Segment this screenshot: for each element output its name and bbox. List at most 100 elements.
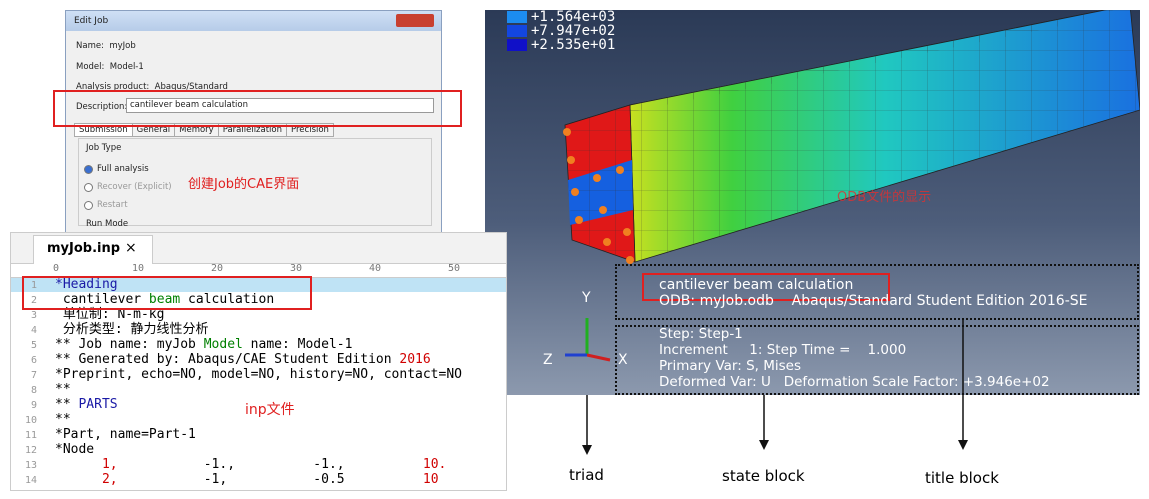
callout-label: triad (569, 466, 604, 484)
code-line: 11 *Part, name=Part-1 (11, 427, 462, 442)
radio-label: Restart (97, 200, 128, 210)
code-line: 4 分析类型: 静力线性分析 (11, 322, 462, 337)
code-token: 分析类型: 静力线性分析 (55, 322, 209, 337)
line-number: 8 (30, 385, 37, 396)
job-type-group (78, 138, 432, 226)
viewport: +1.564e+03 +7.947e+02 +2.535e+01 cantileve… (485, 10, 1140, 395)
legend-label: +1.564e+03 (531, 10, 616, 25)
code-line: 10 ** (11, 412, 462, 427)
code-token: calculation (180, 292, 275, 307)
ruler-label: 50 (448, 263, 461, 274)
line-number: 5 (30, 340, 37, 351)
legend-label: +7.947e+02 (531, 23, 616, 39)
ruler-label: 0 (53, 263, 60, 274)
group-label: Run Mode (86, 219, 129, 229)
editor: myJob.inp × 0 10 20 30 40 50 1 *Heading 2 canti… (10, 232, 507, 491)
beam-graphic (563, 10, 1140, 362)
field: Analysis product: Abaqus/Standard (76, 82, 228, 92)
state-line: Increment 1: Step Time = 1.000 (659, 342, 907, 358)
code-token: ** (55, 397, 79, 412)
line-number: 13 (24, 460, 37, 471)
current-line (11, 278, 506, 292)
code-token: ** (55, 412, 71, 427)
triad-label: Z (543, 352, 553, 368)
title-line: ODB: myJob.odb Abaqus/Standard Student E… (659, 293, 1088, 309)
legend: +1.564e+03 +7.947e+02 +2.535e+01 (507, 10, 615, 52)
state-block: Step: Step-1 Increment 1: Step Time = 1.0… (659, 326, 1050, 390)
field: Name: myJob (76, 41, 136, 51)
line-number: 7 (30, 370, 37, 381)
close-button[interactable] (396, 14, 434, 27)
code-token: ** Generated by: Abaqus/CAE Student Edit… (55, 352, 400, 367)
code-token: *Heading (55, 277, 118, 292)
code-line: 6 ** Generated by: Abaqus/CAE Student Edi… (11, 352, 462, 367)
line-number: 10 (24, 415, 37, 426)
legend-swatch (507, 11, 527, 23)
state-line: Step: Step-1 (659, 326, 743, 342)
line-number: 12 (24, 445, 37, 456)
code-line: 2 cantilever beam calculation (11, 292, 462, 307)
triad-label: X (618, 352, 628, 368)
radio-option[interactable]: Full analysis (84, 160, 172, 178)
highlight-box (53, 90, 462, 127)
code-token: 2016 (399, 352, 431, 367)
code-line: 1 *Heading (11, 277, 462, 292)
code: 1 *Heading 2 cantilever beam calculation 3 … (11, 277, 462, 487)
legend-swatch (507, 25, 527, 37)
radio (84, 200, 93, 210)
radio-label: Recover (Explicit) (97, 182, 172, 192)
legend-row: +1.564e+03 (507, 10, 615, 24)
code-token: 10. (344, 457, 447, 472)
code-token: 10 (344, 472, 439, 487)
ruler-label: 10 (132, 263, 145, 274)
title-block-frame (615, 264, 1139, 320)
code-line: 8 ** (11, 382, 462, 397)
line-number: 6 (30, 355, 37, 366)
callout-label: title block (925, 469, 999, 487)
line-number: 2 (30, 295, 37, 306)
title-bar (66, 11, 441, 31)
annotation: inp文件 (245, 402, 295, 418)
line-number: 1 (30, 280, 37, 291)
radio-option[interactable]: Restart (84, 196, 172, 214)
code-line: 14 2, -1, -0.5 10 (11, 472, 462, 487)
code-line: 13 1, -1., -1., 10. (11, 457, 462, 472)
radio (84, 164, 93, 174)
legend-row: +2.535e+01 (507, 38, 615, 52)
annotation: ODB文件的显示 (837, 190, 932, 205)
state-line: Deformed Var: U Deformation Scale Factor… (659, 374, 1050, 390)
line-number: 9 (30, 400, 37, 411)
file-tab[interactable] (33, 235, 153, 264)
code-token: cantilever (55, 292, 149, 307)
code-token: Model (203, 337, 243, 352)
code-token: beam (148, 292, 181, 307)
field-label: Description: (76, 102, 128, 112)
state-block-frame (615, 325, 1139, 395)
code-line: 3 单位制: N-m-kg (11, 307, 462, 322)
code-token: 单位制: N-m-kg (55, 307, 165, 322)
line-number: 3 (30, 310, 37, 321)
code-line: 12 *Node (11, 442, 462, 457)
code-token: -1., -1., (117, 457, 345, 472)
code-token: ** Job name: myJob (55, 337, 204, 352)
title-line: cantilever beam calculation (659, 277, 854, 293)
highlight-box (642, 273, 890, 301)
line-number: 14 (24, 475, 37, 486)
radio-option[interactable]: Recover (Explicit) (84, 178, 172, 196)
annotation: 创建Job的CAE界面 (188, 177, 300, 192)
options: Full analysis Recover (Explicit) Restart (84, 160, 172, 214)
field: Model: Model-1 (76, 62, 144, 72)
line-number: 4 (30, 325, 37, 336)
description-input[interactable]: cantilever beam calculation (126, 98, 434, 113)
dialog-title: Edit Job (74, 16, 109, 26)
code-token: *Node (55, 442, 95, 457)
code-token: PARTS (78, 397, 118, 412)
tab-close[interactable]: × (125, 240, 137, 256)
code-token: ** (55, 382, 71, 397)
code-line: 9 ** PARTS (11, 397, 462, 412)
legend-label: +2.535e+01 (531, 37, 616, 53)
code-line: 5 ** Job name: myJob Model name: Model-1 (11, 337, 462, 352)
radio-label: Full analysis (97, 164, 149, 174)
code-token: 1, (55, 457, 118, 472)
